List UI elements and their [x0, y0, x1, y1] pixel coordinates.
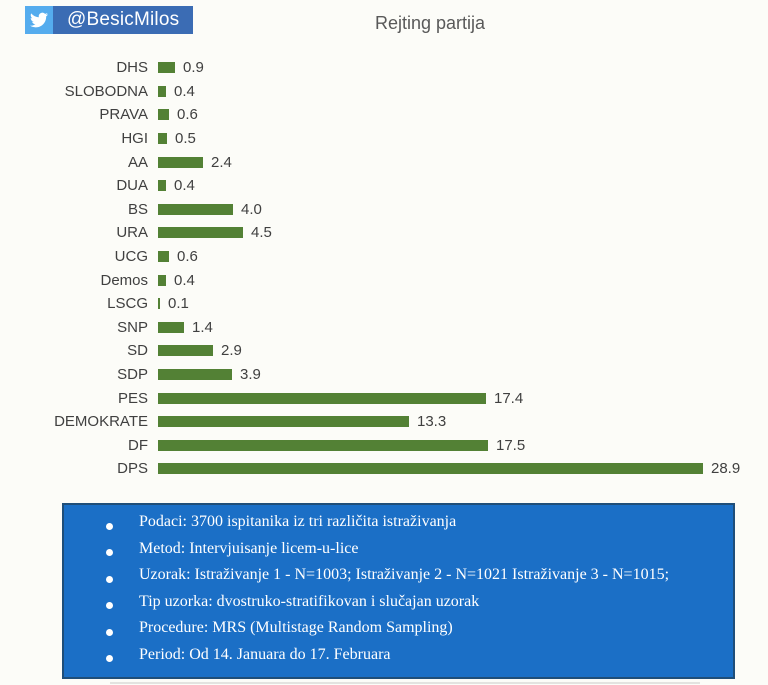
bar	[158, 463, 703, 475]
category-label: SD	[127, 342, 148, 360]
value-label: 17.4	[494, 389, 524, 407]
bar	[158, 85, 166, 97]
chart-row: SLOBODNA 0.4	[40, 80, 760, 104]
chart-row: Demos 0.4	[40, 268, 760, 292]
value-label: 4.0	[241, 200, 262, 218]
bar	[158, 133, 167, 145]
twitter-icon	[25, 6, 53, 34]
category-label: DUA	[116, 177, 148, 195]
methodology-bullet-list: Podaci: 3700 ispitanika iz tri različita…	[64, 505, 733, 672]
value-label: 3.9	[240, 366, 261, 384]
bullet-dot-icon	[106, 549, 113, 557]
bar	[158, 227, 243, 239]
bar	[158, 203, 233, 215]
category-label: SNP	[117, 318, 148, 336]
bullet-text: Podaci: 3700 ispitanika iz tri različita…	[139, 513, 457, 530]
value-label: 0.1	[168, 295, 189, 313]
category-label: DHS	[116, 59, 148, 77]
chart-row: DEMOKRATE 13.3	[40, 410, 760, 434]
bar	[158, 392, 486, 404]
category-label: AA	[127, 153, 148, 171]
value-label: 0.4	[174, 177, 195, 195]
chart-row: SDP 3.9	[40, 363, 760, 387]
category-label: BS	[127, 200, 148, 218]
chart-row: HGI 0.5	[40, 127, 760, 151]
chart-row: URA 4.5	[40, 221, 760, 245]
value-label: 17.5	[496, 436, 526, 454]
bullet-text: Tip uzorka: dvostruko-stratifikovan i sl…	[139, 592, 480, 610]
chart-row: SD 2.9	[40, 339, 760, 363]
twitter-badge: @BesicMilos	[25, 6, 194, 34]
bar	[158, 345, 213, 357]
cropped-bottom-divider	[110, 682, 700, 684]
value-label: 0.6	[177, 106, 198, 124]
methodology-bullet-item: Uzorak: Istraživanje 1 - N=1003; Istraži…	[106, 566, 723, 593]
bar	[158, 62, 175, 74]
category-label: HGI	[121, 130, 148, 148]
category-label: PES	[117, 389, 148, 407]
value-label: 28.9	[711, 460, 741, 478]
methodology-bullet-item: Podaci: 3700 ispitanika iz tri različita…	[106, 513, 723, 540]
bar	[158, 180, 166, 192]
methodology-bullet-item: Metod: Intervjuisanje licem-u-lice	[106, 540, 723, 567]
bullet-dot-icon	[106, 628, 113, 636]
value-label: 4.5	[251, 224, 272, 242]
chart-row: BS 4.0	[40, 198, 760, 222]
chart-row: PRAVA 0.6	[40, 103, 760, 127]
bar-chart: DHS 0.9 SLOBODNA 0.4 PRAVA 0.6 HGI 0.5 AA 2.4 DUA 0…	[40, 56, 760, 481]
value-label: 0.4	[174, 271, 195, 289]
category-label: UCG	[114, 248, 148, 266]
value-label: 2.4	[211, 153, 232, 171]
category-label: LSCG	[107, 295, 148, 313]
category-label: Demos	[100, 271, 148, 289]
value-label: 13.3	[417, 413, 447, 431]
methodology-bullet-item: Procedure: MRS (Multistage Random Sampli…	[106, 619, 723, 646]
chart-title: Rejting partija	[374, 13, 486, 33]
value-label: 1.4	[192, 318, 213, 336]
bar	[158, 298, 160, 310]
methodology-bullet-item: Tip uzorka: dvostruko-stratifikovan i sl…	[106, 593, 723, 620]
category-label: DPS	[117, 460, 148, 478]
methodology-info-box: Podaci: 3700 ispitanika iz tri različita…	[62, 503, 735, 679]
value-label: 0.9	[183, 59, 204, 77]
value-label: 0.5	[175, 130, 196, 148]
category-label: SLOBODNA	[64, 82, 148, 100]
chart-row: LSCG 0.1	[40, 292, 760, 316]
chart-row: DUA 0.4	[40, 174, 760, 198]
bar	[158, 156, 203, 168]
bullet-dot-icon	[106, 602, 113, 610]
chart-row: DHS 0.9	[40, 56, 760, 80]
twitter-handle: @BesicMilos	[53, 6, 194, 34]
chart-row: UCG 0.6	[40, 245, 760, 269]
chart-row: DPS 28.9	[40, 457, 760, 481]
category-label: DF	[128, 436, 148, 454]
bar	[158, 251, 169, 263]
bar	[158, 109, 169, 121]
bullet-text: Uzorak: Istraživanje 1 - N=1003; Istraži…	[139, 566, 670, 583]
bullet-text: Period: Od 14. Januara do 17. Februara	[139, 645, 391, 663]
chart-row: DF 17.5	[40, 434, 760, 458]
bar	[158, 274, 166, 286]
value-label: 0.6	[177, 248, 198, 266]
bar	[158, 439, 488, 451]
category-label: URA	[116, 224, 148, 242]
bar	[158, 369, 232, 381]
bullet-text: Metod: Intervjuisanje licem-u-lice	[139, 539, 359, 557]
bullet-dot-icon	[106, 522, 113, 530]
bullet-dot-icon	[106, 575, 113, 583]
chart-row: AA 2.4	[40, 150, 760, 174]
bullet-dot-icon	[106, 655, 113, 663]
chart-row: SNP 1.4	[40, 316, 760, 340]
category-label: SDP	[117, 366, 148, 384]
value-label: 2.9	[221, 342, 242, 360]
category-label: PRAVA	[99, 106, 148, 124]
bar	[158, 321, 184, 333]
bar	[158, 416, 409, 428]
value-label: 0.4	[174, 82, 195, 100]
category-label: DEMOKRATE	[54, 413, 148, 431]
methodology-bullet-item: Period: Od 14. Januara do 17. Februara	[106, 646, 723, 673]
chart-row: PES 17.4	[40, 386, 760, 410]
bullet-text: Procedure: MRS (Multistage Random Sampli…	[139, 619, 453, 636]
